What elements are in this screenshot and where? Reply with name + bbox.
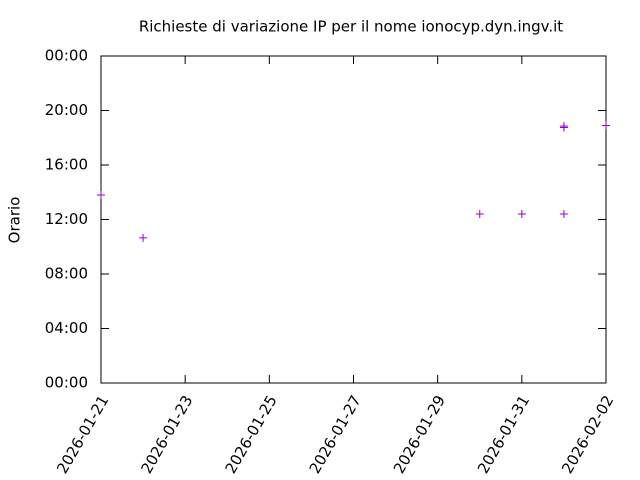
point (97, 190, 105, 199)
point (475, 210, 484, 219)
point (602, 121, 610, 130)
y-tick-label: 20:00 (45, 101, 88, 119)
point (559, 122, 568, 131)
x-tick-label: 2026-01-21 (53, 392, 112, 477)
x-tick-label: 2026-01-27 (306, 392, 365, 477)
point (559, 210, 568, 219)
plot-frame (100, 55, 607, 384)
y-axis-label: Orario (6, 197, 24, 244)
y-tick-label: 00:00 (45, 47, 88, 65)
y-tick-label: 00:00 (45, 374, 88, 392)
x-tick-label: 2026-01-31 (474, 392, 533, 477)
x-tick-label: 2026-01-23 (137, 392, 196, 477)
x-tick-label: 2026-01-25 (222, 392, 281, 477)
point (517, 210, 526, 219)
y-tick-label: 16:00 (45, 156, 88, 174)
y-tick-label: 04:00 (45, 319, 88, 337)
y-tick-label: 08:00 (45, 265, 88, 283)
x-tick-label: 2026-02-02 (558, 392, 617, 477)
point (139, 233, 148, 242)
x-tick-label: 2026-01-29 (390, 392, 449, 477)
y-tick-label: 12:00 (45, 210, 88, 228)
chart-title: Richieste di variazione IP per il nome i… (139, 18, 563, 36)
